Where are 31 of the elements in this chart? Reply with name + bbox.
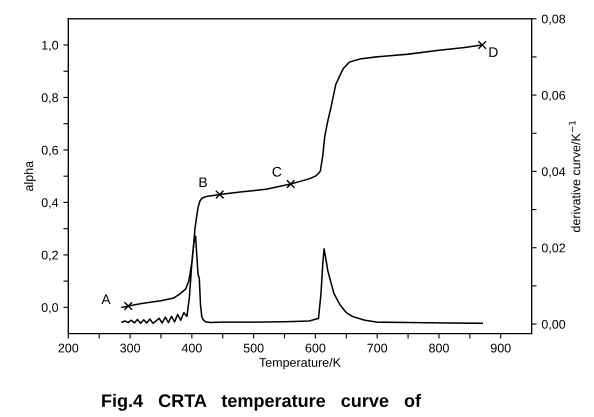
- y-tick-label: 0,2: [42, 250, 58, 262]
- y2-tick-label: 0,00: [542, 320, 566, 330]
- x-tick-label: 800: [429, 344, 449, 353]
- x-tick-label: 500: [244, 344, 264, 353]
- x-tick-label: 400: [182, 344, 202, 353]
- y-tick-label: 0,4: [42, 198, 58, 209]
- x-tick-label: 600: [306, 344, 326, 353]
- point: [478, 40, 487, 50]
- x-tick-label: 900: [490, 344, 511, 353]
- y-tick-label: 0,0: [42, 303, 58, 314]
- y-tick-label: 1,0: [42, 40, 58, 52]
- annotation: D: [489, 47, 498, 57]
- x-tick-label: 700: [367, 344, 388, 353]
- annotation: C: [272, 166, 282, 177]
- point: [124, 302, 133, 311]
- y-tick-label: 0,6: [42, 146, 58, 156]
- annotation: A: [101, 294, 111, 304]
- point: [286, 180, 296, 189]
- y2-tick-label: 0,08: [542, 14, 566, 25]
- x-tick-label: 300: [120, 344, 140, 353]
- caption: Fig.4 CRTA temperature curve of: [102, 394, 422, 411]
- point: [215, 190, 224, 200]
- x-axis-title: Temperature/K: [259, 358, 341, 370]
- x-tick-label: 200: [58, 344, 78, 353]
- y2-axis-title: derivative curve/K$^{−1}$: [569, 121, 580, 232]
- y-tick-label: 0,8: [42, 93, 58, 104]
- y2-tick-label: 0,02: [542, 244, 566, 254]
- annotation: B: [200, 177, 207, 188]
- y-axis-title: alpha: [24, 160, 36, 191]
- y2-tick-label: 0,06: [542, 90, 566, 102]
- y2-tick-label: 0,04: [542, 167, 566, 178]
